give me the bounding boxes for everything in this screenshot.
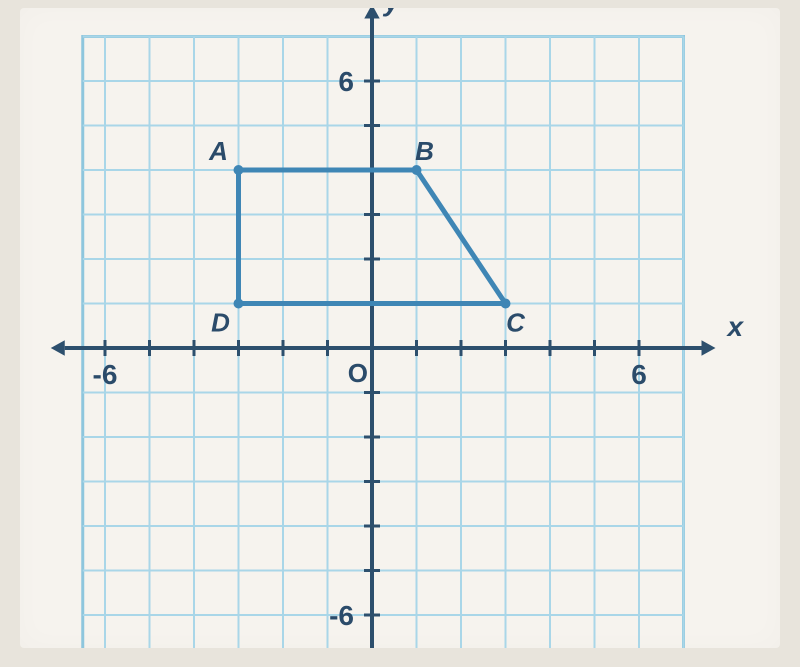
vertex-point-d [234,299,244,309]
origin-label: O [348,358,368,388]
x-axis-arrow-right [702,340,716,355]
vertex-label-c: C [506,308,526,338]
y-axis-label: y [382,8,401,17]
x-axis-label: x [726,311,745,342]
x-tick-label: -6 [93,359,118,390]
y-axis-arrow-up [364,8,379,19]
vertex-label-a: A [208,136,228,166]
vertex-point-b [412,165,422,175]
vertex-label-d: D [211,308,230,338]
coordinate-plot: -6 6 -6 6 Ox y A B C D [20,8,780,648]
x-tick-label: 6 [631,359,647,390]
y-tick-label: -6 [329,600,354,631]
vertex-label-b: B [415,136,434,166]
vertex-point-a [234,165,244,175]
x-axis-arrow-left [51,340,65,355]
y-tick-label: 6 [338,66,354,97]
